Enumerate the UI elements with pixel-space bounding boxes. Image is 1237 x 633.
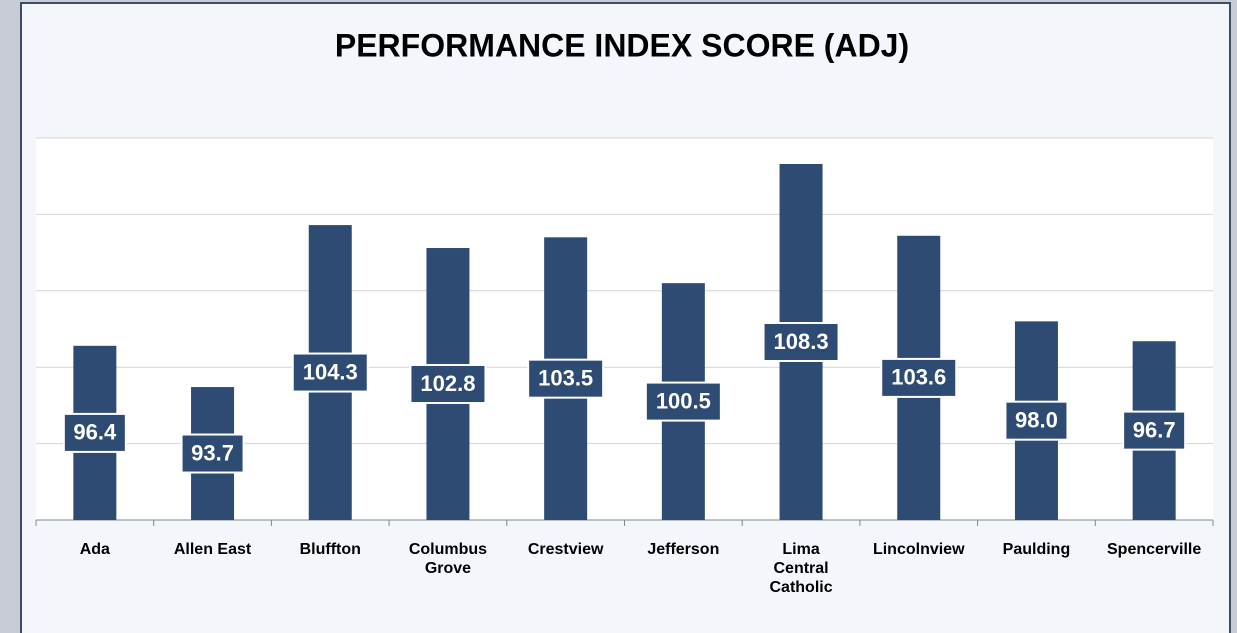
value-label: 103.5 [538,365,593,390]
x-tick-label: Paulding [1002,541,1071,558]
x-tick-label: Lima Central Catholic [769,541,833,596]
value-label-box [409,364,487,405]
value-label: 103.6 [891,365,946,390]
x-tick-label: Lincolnview [872,541,965,558]
value-label-box [527,358,605,399]
value-label-box [644,381,722,422]
x-tick-label: Allen East [173,541,252,558]
x-tick-label: Columbus Grove [408,541,488,577]
value-label: 93.7 [191,440,234,465]
value-label-box [291,352,369,393]
value-label-box [880,357,958,398]
value-label-box [1004,400,1069,441]
value-label-box [180,433,245,474]
value-label: 98.0 [1015,407,1058,432]
x-tick-label: Crestview [527,541,604,558]
x-tick-label: Jefferson [647,541,720,558]
value-label-box [762,321,840,362]
x-tick-label: Bluffton [299,541,361,558]
value-label: 102.8 [420,371,475,396]
value-label-box [62,412,127,453]
value-label-box [1122,410,1187,451]
chart-title: PERFORMANCE INDEX SCORE (ADJ) [335,27,909,63]
x-tick-label: Ada [79,541,110,558]
x-tick-label: Spencerville [1107,541,1202,558]
value-label: 96.4 [73,420,117,445]
value-label: 104.3 [303,359,358,384]
value-label: 96.7 [1133,417,1176,442]
value-label: 108.3 [774,329,829,354]
value-label: 100.5 [656,388,711,413]
